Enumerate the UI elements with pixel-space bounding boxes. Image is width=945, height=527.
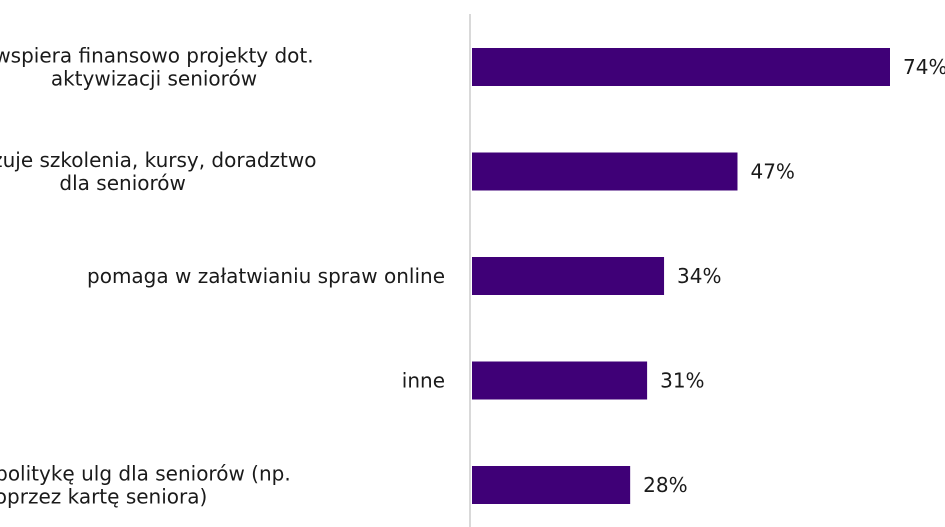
- category-label-2-line-0: pomaga w załatwianiu spraw online: [87, 264, 445, 288]
- bar-4: [472, 466, 631, 504]
- value-label-3: 31%: [660, 369, 704, 393]
- category-label-1-line-1: dla seniorów: [59, 171, 185, 195]
- category-label-2: pomaga w załatwianiu spraw online: [87, 264, 445, 288]
- value-label-4: 28%: [643, 473, 687, 497]
- value-label-1: 47%: [750, 160, 794, 184]
- category-label-4: prowadzi politykę ulg dla seniorów (np.p…: [0, 462, 291, 509]
- category-label-3: inne: [402, 369, 445, 393]
- category-label-4-line-1: poprzez kartę seniora): [0, 485, 207, 509]
- category-label-4-line-0: prowadzi politykę ulg dla seniorów (np.: [0, 462, 291, 486]
- category-label-1: organizuje szkolenia, kursy, doradztwodl…: [0, 148, 316, 195]
- category-label-0-line-1: aktywizacji seniorów: [51, 67, 257, 91]
- category-labels: wspiera finansowo projekty dot. aktywizac…: [0, 44, 445, 509]
- category-label-0: wspiera finansowo projekty dot. aktywizac…: [0, 44, 314, 91]
- category-label-3-line-0: inne: [402, 369, 445, 393]
- category-label-1-line-0: organizuje szkolenia, kursy, doradztwo: [0, 148, 316, 172]
- value-label-2: 34%: [677, 264, 721, 288]
- value-label-0: 74%: [903, 55, 945, 79]
- bar-1: [472, 152, 738, 191]
- bar-3: [472, 361, 648, 400]
- value-labels: 74% 47% 34% 31% 28%: [643, 55, 945, 497]
- bar-2: [472, 257, 665, 295]
- bar-0: [472, 48, 890, 86]
- category-label-0-line-0: wspiera finansowo projekty dot.: [0, 44, 314, 68]
- bars: [472, 48, 890, 504]
